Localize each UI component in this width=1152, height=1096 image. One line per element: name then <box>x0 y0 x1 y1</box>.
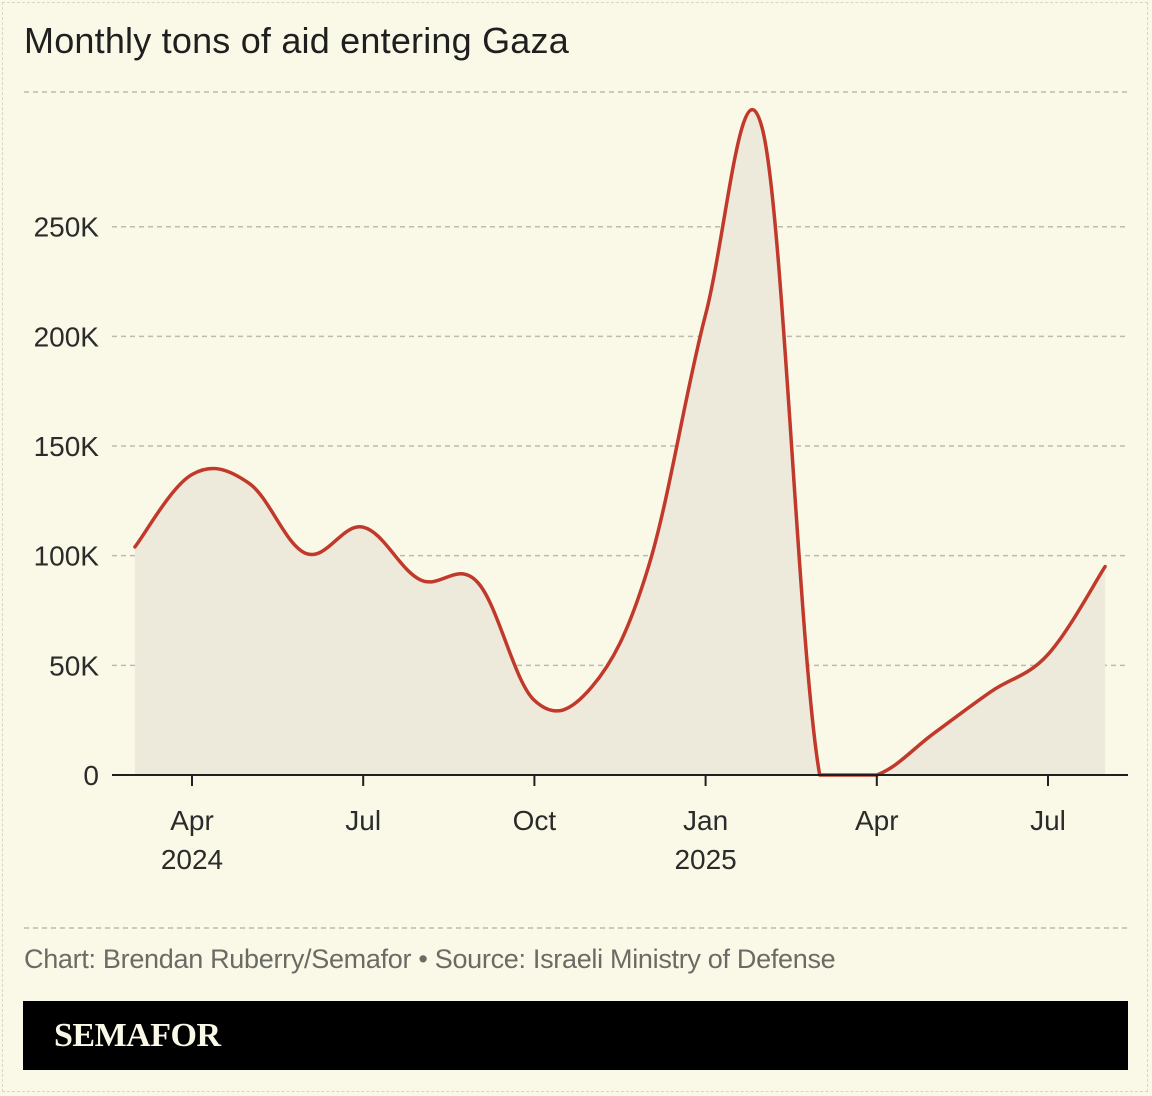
y-tick-label: 200K <box>34 321 100 352</box>
data-point <box>933 733 934 734</box>
semafor-logo: SEMAFOR <box>54 1017 221 1054</box>
data-point <box>762 130 763 131</box>
brand-bar: SEMAFOR <box>23 1001 1128 1070</box>
data-point <box>477 581 478 582</box>
chart-area: 0 50K 100K 150K 200K 250K Apr 2024 Jul Oct Jan 2025… <box>24 91 1128 929</box>
data-point <box>1048 654 1049 655</box>
y-tick-label: 150K <box>34 431 100 462</box>
data-point <box>705 314 706 315</box>
x-tick-year-label: 2024 <box>161 844 223 875</box>
y-tick-label: 0 <box>83 760 99 791</box>
chart-title: Monthly tons of aid entering Gaza <box>24 20 569 61</box>
data-point <box>192 474 193 475</box>
area-layer <box>134 109 1106 776</box>
data-point <box>648 566 649 567</box>
line-layer <box>133 107 1107 777</box>
x-tick-label: Apr <box>855 805 899 836</box>
y-tick-label: 100K <box>34 541 100 572</box>
data-point <box>990 691 991 692</box>
data-point <box>134 546 135 547</box>
series-line <box>133 107 1107 777</box>
x-tick-label: Jul <box>345 805 381 836</box>
data-point <box>249 483 250 484</box>
data-point <box>306 553 307 554</box>
series-area <box>134 109 1106 776</box>
x-tick-label: Jul <box>1030 805 1066 836</box>
data-point <box>591 687 592 688</box>
data-point <box>534 700 535 701</box>
label-layer: 0 50K 100K 150K 200K 250K Apr 2024 Jul Oct Jan 2025… <box>34 212 1066 875</box>
x-tick-label: Jan <box>683 805 728 836</box>
data-point <box>363 527 364 528</box>
x-tick-label: Apr <box>170 805 214 836</box>
data-point <box>420 579 421 580</box>
x-tick-label: Oct <box>513 805 557 836</box>
data-point <box>1105 566 1106 567</box>
axis-layer <box>112 774 1128 786</box>
y-tick-label: 250K <box>34 212 100 243</box>
source-credit: Chart: Brendan Ruberry/Semafor • Source:… <box>24 944 836 974</box>
x-tick-year-label: 2025 <box>674 844 736 875</box>
y-tick-label: 50K <box>49 650 99 681</box>
